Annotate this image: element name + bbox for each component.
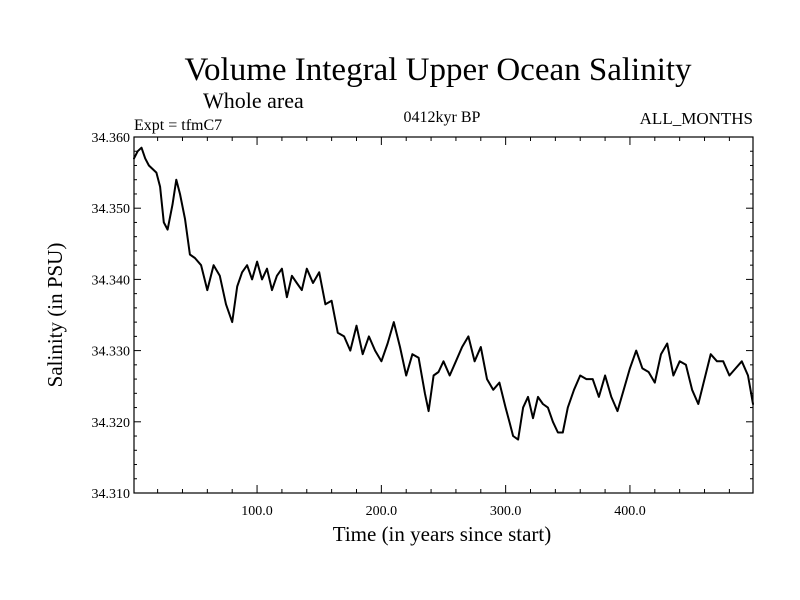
y-axis-label: Salinity (in PSU) (43, 243, 67, 388)
x-tick-label: 400.0 (614, 504, 646, 519)
x-tick-label: 300.0 (490, 504, 522, 519)
y-tick-label: 34.320 (92, 416, 131, 431)
x-axis: 100.0 200.0 300.0 400.0 (157, 137, 730, 519)
expt-label: Expt = tfmC7 (134, 117, 222, 134)
x-axis-label: Time (in years since start) (333, 522, 552, 546)
x-tick-label: 100.0 (241, 504, 273, 519)
y-tick-label: 34.330 (92, 345, 131, 360)
y-tick-label: 34.350 (92, 202, 131, 217)
chart-subtitle: Whole area (203, 88, 304, 113)
period-label: 0412kyr BP (404, 109, 481, 126)
plot-frame (133, 136, 754, 494)
y-tick-label: 34.340 (92, 273, 131, 288)
y-axis: 34.310 34.320 34.330 34.340 34.350 34.360 (92, 131, 753, 502)
y-tick-label: 34.360 (92, 131, 131, 146)
months-label: ALL_MONTHS (640, 109, 753, 128)
chart-title: Volume Integral Upper Ocean Salinity (184, 52, 692, 88)
y-tick-label: 34.310 (92, 487, 131, 502)
x-tick-label: 200.0 (366, 504, 398, 519)
salinity-series-line (133, 146, 754, 441)
